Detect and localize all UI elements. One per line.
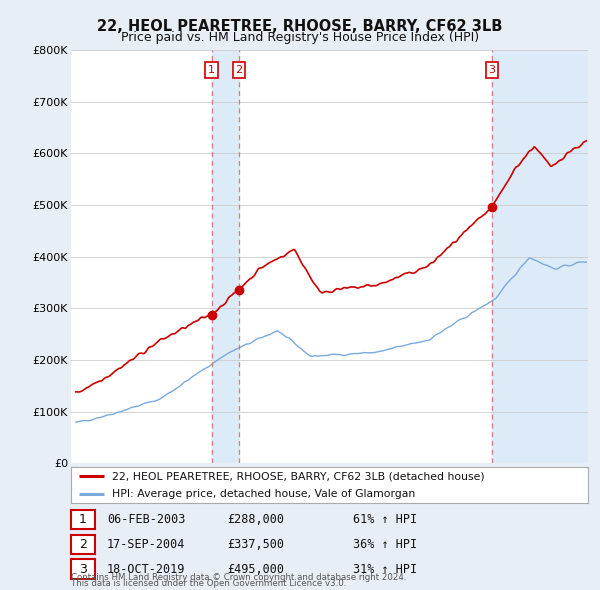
Text: £337,500: £337,500 bbox=[227, 537, 284, 551]
Text: 31% ↑ HPI: 31% ↑ HPI bbox=[353, 562, 417, 576]
Text: HPI: Average price, detached house, Vale of Glamorgan: HPI: Average price, detached house, Vale… bbox=[112, 489, 415, 499]
Text: 3: 3 bbox=[488, 65, 496, 75]
Text: 2: 2 bbox=[79, 537, 87, 551]
Text: Contains HM Land Registry data © Crown copyright and database right 2024.: Contains HM Land Registry data © Crown c… bbox=[71, 573, 406, 582]
Text: 61% ↑ HPI: 61% ↑ HPI bbox=[353, 513, 417, 526]
Text: 1: 1 bbox=[208, 65, 215, 75]
Text: Price paid vs. HM Land Registry's House Price Index (HPI): Price paid vs. HM Land Registry's House … bbox=[121, 31, 479, 44]
Text: £495,000: £495,000 bbox=[227, 562, 284, 576]
Text: £288,000: £288,000 bbox=[227, 513, 284, 526]
Text: 06-FEB-2003: 06-FEB-2003 bbox=[107, 513, 185, 526]
Text: 2: 2 bbox=[235, 65, 242, 75]
Text: 36% ↑ HPI: 36% ↑ HPI bbox=[353, 537, 417, 551]
Text: 1: 1 bbox=[79, 513, 87, 526]
Text: 3: 3 bbox=[79, 562, 87, 576]
Text: 18-OCT-2019: 18-OCT-2019 bbox=[107, 562, 185, 576]
Text: 22, HEOL PEARETREE, RHOOSE, BARRY, CF62 3LB: 22, HEOL PEARETREE, RHOOSE, BARRY, CF62 … bbox=[97, 19, 503, 34]
Text: 22, HEOL PEARETREE, RHOOSE, BARRY, CF62 3LB (detached house): 22, HEOL PEARETREE, RHOOSE, BARRY, CF62 … bbox=[112, 471, 485, 481]
Text: 17-SEP-2004: 17-SEP-2004 bbox=[107, 537, 185, 551]
Text: This data is licensed under the Open Government Licence v3.0.: This data is licensed under the Open Gov… bbox=[71, 579, 346, 588]
Bar bbox=[212, 50, 239, 463]
Bar bbox=[492, 50, 588, 463]
